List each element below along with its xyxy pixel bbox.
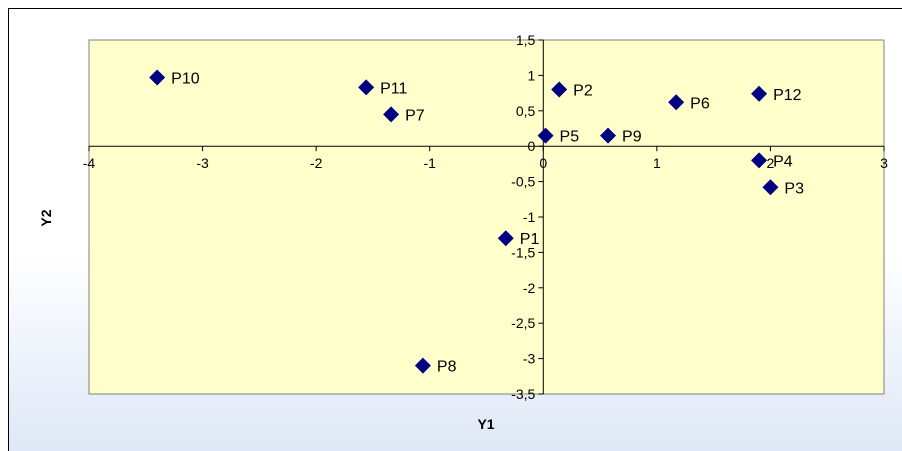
data-label-p1: P1 — [520, 231, 540, 248]
y-tick-label: -2,5 — [511, 315, 535, 331]
data-label-p9: P9 — [622, 129, 642, 146]
y-tick-label: -1,5 — [511, 244, 535, 260]
y-tick-label: -2 — [523, 280, 536, 296]
data-point-p2 — [551, 81, 568, 98]
data-point-p12 — [751, 85, 768, 102]
y-tick-label: 1 — [527, 67, 535, 83]
data-point-p4 — [751, 152, 768, 169]
y-tick-label: -0,5 — [511, 174, 535, 190]
y-tick-label: -3,5 — [511, 386, 535, 402]
y-tick-label: -1 — [523, 209, 536, 225]
chart-frame: -4 -3 -2 -1 0 1 2 3 1,5 1 0,5 0 -0,5 -1 -1,5 -2 -2,5 -3 -3… — [8, 8, 902, 451]
plot-area — [88, 39, 885, 395]
data-label-p4: P4 — [773, 153, 793, 170]
data-point-p7 — [383, 106, 400, 123]
x-tick-label: 1 — [653, 155, 661, 171]
data-label-p7: P7 — [405, 107, 425, 124]
x-tick-label: 0 — [539, 155, 547, 171]
data-label-p12: P12 — [773, 87, 802, 104]
x-tick-label: -4 — [83, 155, 96, 171]
x-tick-label: -1 — [423, 155, 436, 171]
x-tick-label: -2 — [310, 155, 323, 171]
data-point-p1 — [497, 230, 514, 247]
y-tick-label: -3 — [523, 351, 536, 367]
data-point-p11 — [358, 79, 375, 96]
data-point-p5 — [537, 127, 554, 144]
y-axis-title: Y2 — [38, 209, 54, 226]
data-label-p11: P11 — [380, 80, 407, 97]
x-tick-label: -3 — [196, 155, 209, 171]
y-tick-label: 0 — [527, 138, 535, 154]
data-point-p3 — [762, 179, 779, 196]
x-tick-label: 2 — [767, 155, 775, 171]
scatter-chart: -4 -3 -2 -1 0 1 2 31,510,50-0,5-1-1,5-2-2,5-3-3… — [38, 32, 888, 432]
data-label-p3: P3 — [784, 180, 804, 197]
data-label-p5: P5 — [560, 129, 580, 146]
x-tick-label: 3 — [880, 155, 888, 171]
data-label-p6: P6 — [690, 95, 710, 112]
x-axis-title: Y1 — [477, 416, 494, 432]
data-label-p8: P8 — [437, 359, 457, 376]
data-point-p8 — [414, 357, 431, 374]
data-point-p6 — [668, 94, 685, 111]
y-tick-label: 0,5 — [516, 103, 536, 119]
y-tick-label: 1,5 — [516, 32, 536, 48]
data-label-p10: P10 — [171, 71, 200, 88]
data-point-p10 — [149, 69, 166, 86]
data-point-p9 — [600, 127, 617, 144]
data-label-p2: P2 — [573, 83, 593, 100]
